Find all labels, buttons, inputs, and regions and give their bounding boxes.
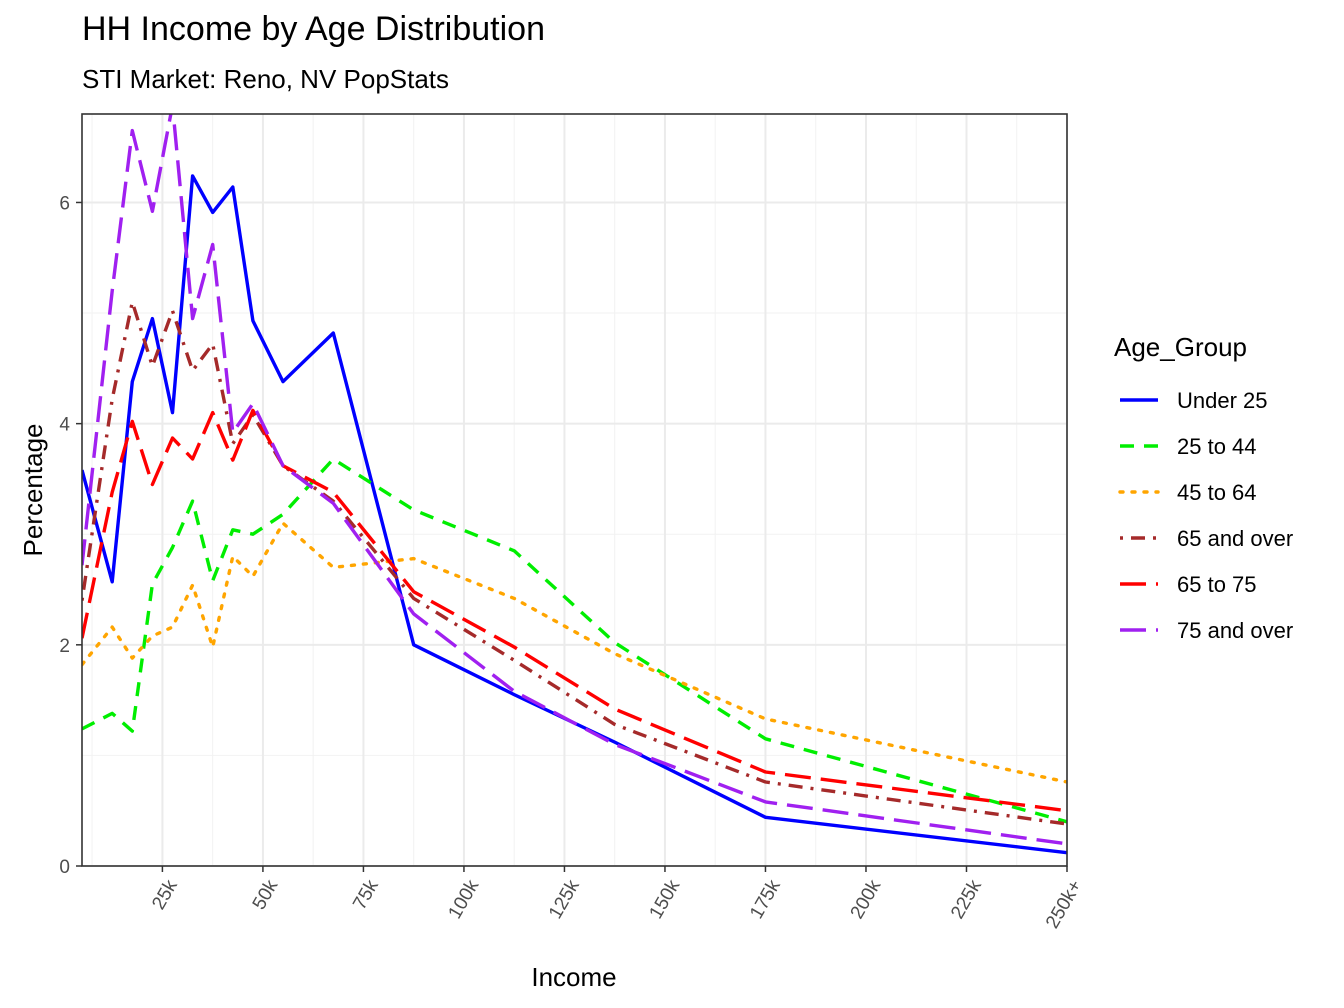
legend: Age_Group Under 25 25 to 44 45 to 64 65 and…: [1114, 332, 1293, 643]
legend-label: 65 and over: [1177, 526, 1293, 551]
x-tick-label: 100k: [445, 876, 484, 923]
x-tick-label: 250k+: [1042, 876, 1086, 932]
legend-label: Under 25: [1177, 388, 1268, 413]
x-tick-label: 25k: [148, 876, 182, 913]
x-tick-label: 225k: [947, 876, 986, 923]
series-line-4: [82, 408, 1067, 813]
y-axis-title: Percentage: [18, 424, 48, 557]
series-line-5: [82, 114, 1067, 846]
x-tick-label: 50k: [249, 876, 283, 913]
series-lines: [82, 114, 1067, 855]
y-tick-label: 0: [59, 857, 70, 878]
legend-label: 25 to 44: [1177, 434, 1257, 459]
series-line-2: [82, 521, 1067, 784]
chart-subtitle: STI Market: Reno, NV PopStats: [82, 64, 450, 94]
x-axis-title: Income: [531, 962, 616, 992]
x-tick-label: 200k: [847, 876, 886, 923]
series-line-1: [82, 457, 1067, 824]
x-tick-label: 125k: [545, 876, 584, 923]
x-tick-label: 150k: [646, 876, 685, 923]
series-line-3: [82, 300, 1067, 826]
y-tick-label: 2: [59, 636, 70, 657]
legend-label: 75 and over: [1177, 618, 1293, 643]
y-tick-label: 6: [59, 193, 70, 214]
plot-panel: [82, 114, 1067, 866]
y-tick-label: 4: [59, 415, 70, 436]
x-tick-label: 75k: [349, 876, 383, 913]
legend-label: 65 to 75: [1177, 572, 1257, 597]
chart-title: HH Income by Age Distribution: [82, 10, 545, 48]
legend-label: 45 to 64: [1177, 480, 1257, 505]
x-tick-label: 175k: [746, 876, 785, 923]
plot-border: [81, 113, 1068, 867]
legend-title: Age_Group: [1114, 332, 1247, 362]
